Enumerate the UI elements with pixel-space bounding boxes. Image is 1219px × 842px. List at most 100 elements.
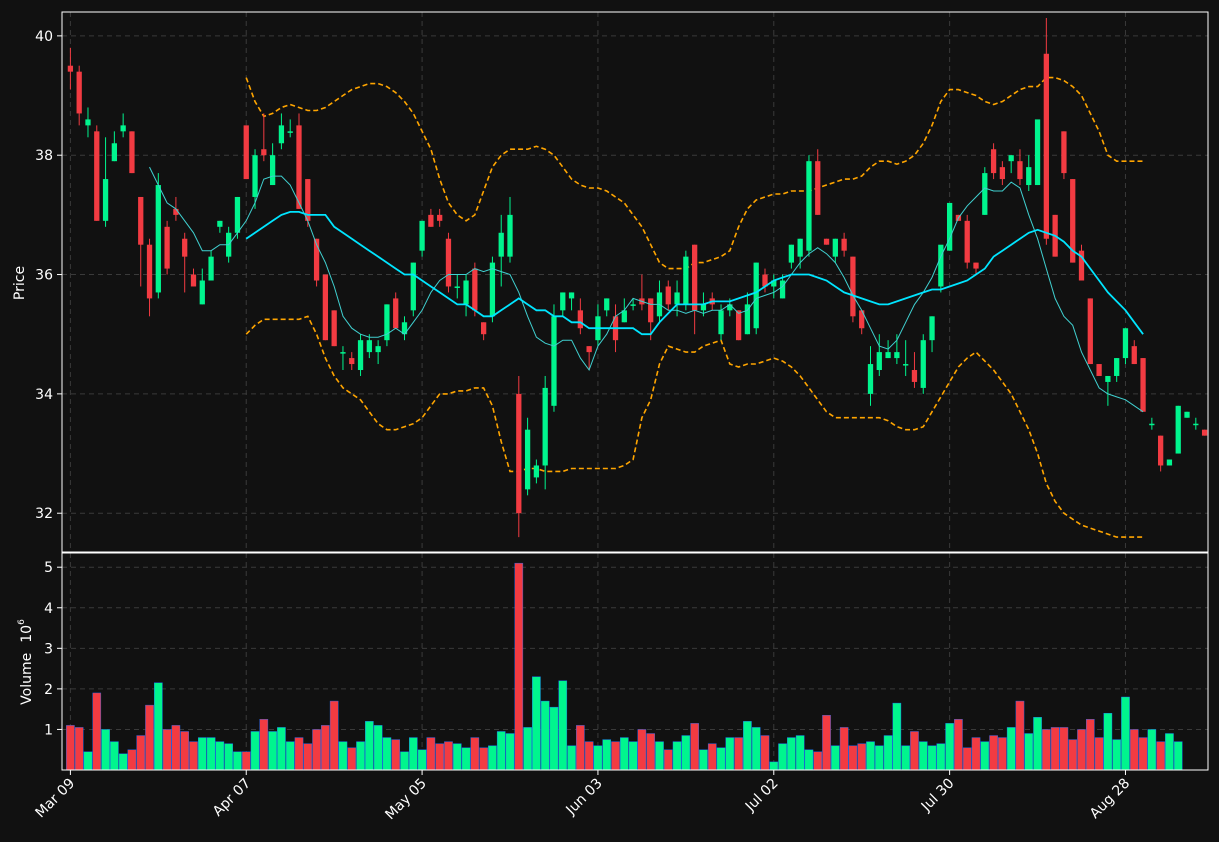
volume-bar [989, 735, 998, 771]
volume-bar [857, 743, 866, 771]
candle-body [850, 256, 856, 317]
volume-tick-label: 3 [44, 641, 53, 657]
volume-bar [127, 749, 137, 771]
date-tick-label: Jul 02 [742, 776, 782, 816]
volume-bar [663, 749, 673, 771]
volume-bar [277, 727, 286, 771]
candle-body [437, 214, 443, 221]
volume-bar [294, 737, 304, 771]
volume-bar [1147, 729, 1157, 771]
candle-body [1026, 167, 1032, 186]
volume-axis-exponent: 6 [17, 619, 27, 625]
volume-bar [743, 721, 752, 771]
volume-bar [769, 761, 779, 771]
candle-body [551, 316, 557, 406]
volume-bar [1094, 737, 1104, 771]
candle-body [771, 280, 777, 287]
volume-bar [400, 751, 409, 771]
volume-bar [1077, 729, 1086, 771]
candle-body [533, 465, 540, 478]
volume-bar [338, 741, 348, 771]
volume-bar [734, 737, 743, 771]
volume-bar [699, 749, 708, 771]
candle-body [419, 220, 425, 251]
volume-bar [145, 704, 154, 771]
volume-bar [171, 725, 181, 771]
candle-body [867, 364, 874, 394]
candle-body [1140, 358, 1146, 412]
candle-body [278, 125, 285, 144]
volume-bar [136, 735, 146, 771]
volume-bar [1015, 700, 1025, 771]
candle-body [120, 125, 126, 132]
candle-body [164, 226, 170, 269]
volume-bar [233, 751, 242, 771]
volume-bar [813, 751, 823, 771]
grid-layer [62, 12, 1208, 770]
volume-bar [602, 739, 612, 771]
volume-bar [329, 700, 339, 771]
candle-body [946, 202, 953, 251]
date-tick-label: Jun 03 [563, 776, 606, 819]
volume-bar [778, 743, 787, 771]
candle-body [217, 220, 223, 227]
volume-bar [927, 745, 937, 771]
volume-bar [936, 743, 946, 771]
candle-body [806, 161, 812, 251]
volume-bar [426, 737, 436, 771]
candle-body [85, 119, 91, 126]
volume-axis-exponent-base: 10 [19, 625, 35, 643]
candle-body [1149, 423, 1155, 426]
volume-bar [382, 737, 392, 771]
volume-bar [1129, 729, 1139, 771]
candle-body [674, 292, 680, 305]
volume-bar [584, 741, 594, 771]
candle-body [366, 340, 372, 353]
candle-body [384, 304, 390, 341]
volume-bar [787, 737, 796, 771]
volume-bar [707, 743, 717, 771]
volume-bar [1121, 696, 1130, 771]
volume-bar [514, 562, 524, 771]
volume-bar [74, 727, 84, 771]
candle-body [410, 262, 416, 311]
volume-bar [716, 747, 726, 771]
candle-body [1017, 161, 1023, 180]
candle-body [516, 393, 522, 514]
candle-body [445, 238, 452, 287]
candle-body [718, 310, 724, 335]
volume-bar [954, 719, 963, 771]
volume-bar [945, 723, 954, 771]
volume-bar [1165, 733, 1174, 771]
candle-body [604, 298, 610, 311]
volume-bar [110, 741, 119, 771]
price-tick-label: 40 [35, 29, 53, 45]
candle-body [876, 352, 882, 371]
candle-body [621, 310, 627, 323]
candle-body [357, 340, 364, 371]
candle-body [911, 370, 918, 382]
volume-bar [874, 745, 884, 771]
date-tick-label: Mar 09 [32, 776, 78, 822]
volume-bar [118, 753, 128, 771]
volume-bar [971, 737, 981, 771]
candle-body [700, 304, 707, 311]
volume-tick-label: 2 [44, 682, 53, 698]
candle-body [428, 214, 434, 227]
volume-bar [206, 737, 216, 771]
candle-body [305, 179, 311, 221]
volume-bar [980, 741, 990, 771]
volume-bar [488, 745, 497, 771]
volume-bar [321, 725, 330, 771]
candle-body [542, 387, 548, 466]
volume-bar [505, 733, 515, 771]
candle-body [779, 280, 786, 299]
candle-body [322, 274, 329, 341]
volume-bar [760, 735, 770, 771]
candle-body [982, 173, 988, 215]
volume-bar [655, 741, 664, 771]
candle-body [735, 310, 742, 341]
candle-body [999, 167, 1006, 180]
